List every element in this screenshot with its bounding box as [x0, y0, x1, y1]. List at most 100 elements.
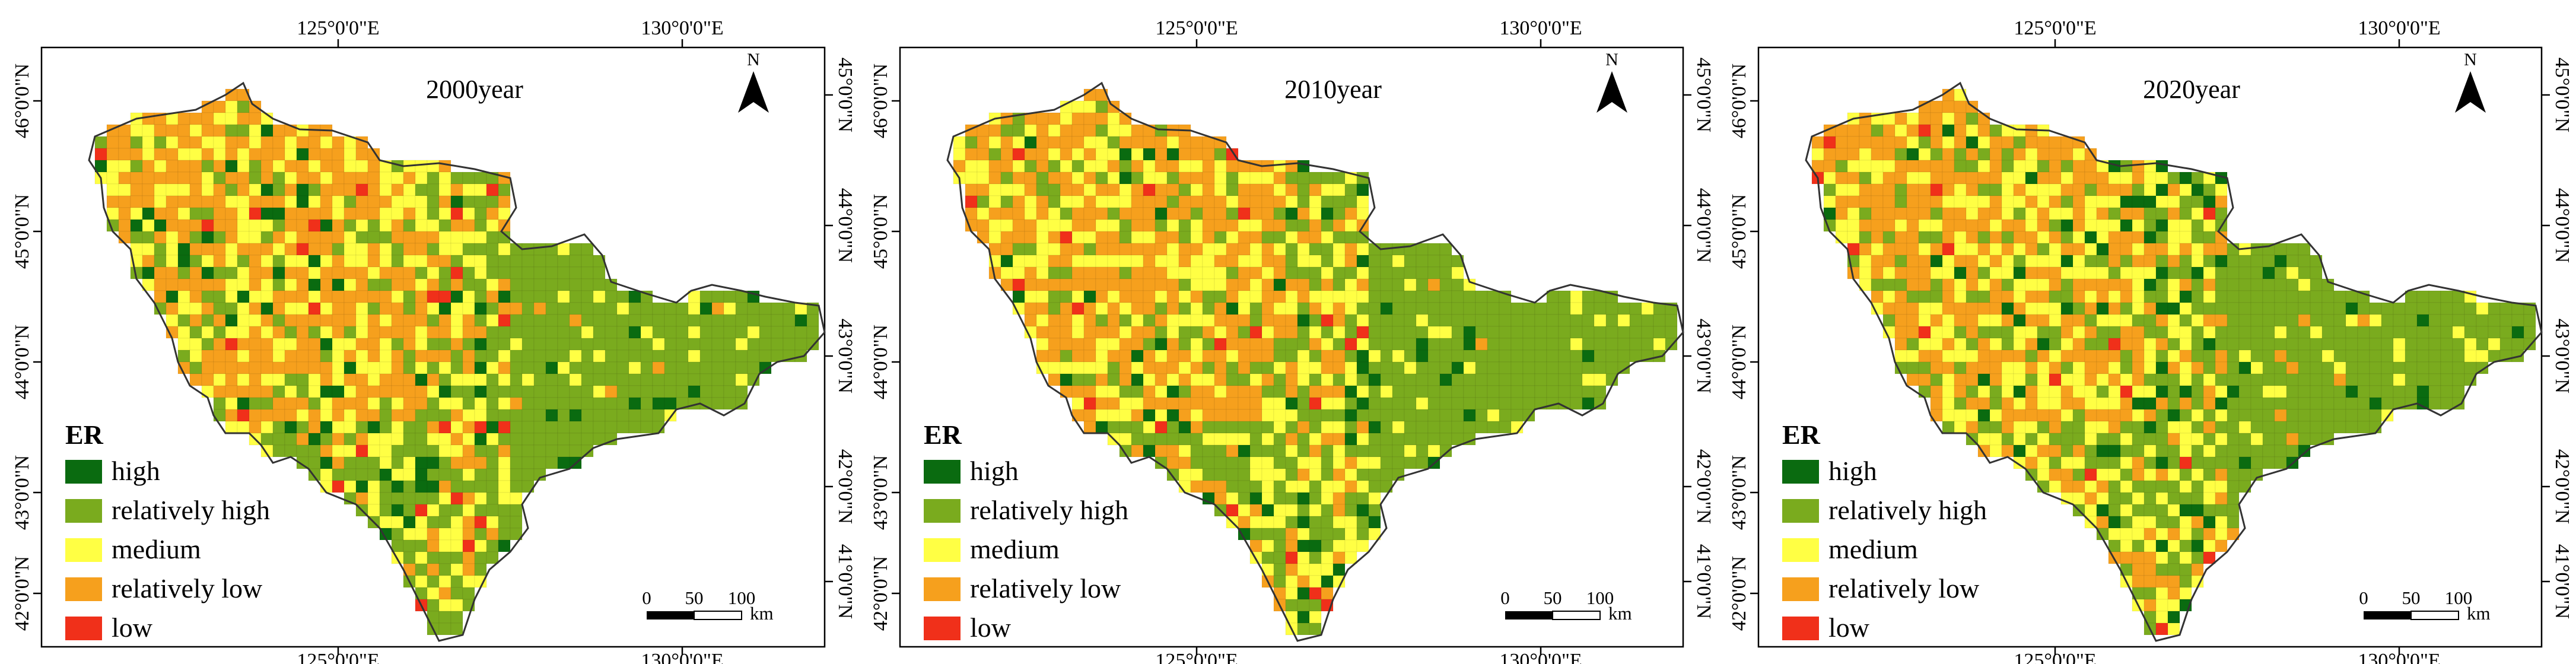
er-cell [1309, 338, 1322, 351]
er-cell [1918, 290, 1931, 303]
er-cell [272, 350, 285, 363]
er-cell [1071, 148, 1085, 161]
er-cell [237, 290, 250, 303]
er-cell [2179, 504, 2192, 517]
er-cell [1954, 148, 1967, 161]
er-cell [415, 326, 428, 339]
er-cell [723, 373, 736, 386]
er-cell [2405, 385, 2418, 398]
er-cell [711, 302, 724, 315]
er-cell [2096, 456, 2109, 469]
er-cell [2215, 421, 2228, 434]
er-cell [249, 124, 262, 137]
er-cell [1095, 266, 1108, 279]
er-cell [367, 350, 380, 363]
er-cell [747, 350, 760, 363]
er-cell [2179, 326, 2192, 339]
er-cell [2108, 243, 2121, 256]
er-cell [1989, 409, 2002, 422]
er-cell [1107, 171, 1120, 185]
er-cell [1835, 148, 1848, 161]
er-cell [2405, 350, 2418, 363]
er-cell [510, 266, 523, 279]
er-cell [1024, 171, 1037, 185]
er-cell [1882, 290, 1896, 303]
er-cell [1202, 207, 1215, 220]
er-cell [462, 255, 475, 268]
er-cell [2025, 385, 2038, 398]
er-cell [628, 350, 641, 363]
er-cell [2144, 231, 2157, 244]
er-cell [1273, 504, 1286, 517]
er-cell [628, 326, 641, 339]
er-cell [189, 278, 202, 291]
er-cell [154, 278, 167, 291]
right-latitude-label: 42°0'0"N [2551, 449, 2573, 524]
er-cell [2488, 314, 2501, 327]
er-cell [2227, 468, 2240, 481]
er-cell [1095, 243, 1108, 256]
er-cell [1048, 124, 1061, 137]
er-cell [1083, 124, 1096, 137]
er-cell [1060, 195, 1073, 208]
er-cell [1629, 338, 1642, 351]
er-cell [1083, 350, 1096, 363]
er-cell [1416, 326, 1429, 339]
er-cell [1942, 183, 1955, 196]
er-cell [1989, 433, 2002, 446]
er-cell [1119, 195, 1132, 208]
er-cell [1392, 409, 1405, 422]
er-cell [510, 326, 523, 339]
er-cell [1309, 622, 1322, 636]
er-cell [1404, 385, 1417, 398]
er-cell [1871, 266, 1884, 279]
er-cell [1309, 326, 1322, 339]
er-cell [1297, 350, 1310, 363]
er-cell [2167, 195, 2180, 208]
er-cell [260, 373, 273, 386]
er-cell [1989, 397, 2002, 410]
er-cell [1024, 243, 1037, 256]
er-cell [249, 409, 262, 422]
er-cell [438, 183, 451, 196]
er-cell [2001, 350, 2014, 363]
er-cell [332, 456, 345, 469]
er-cell [1309, 314, 1322, 327]
er-cell [1882, 171, 1896, 185]
er-cell [486, 231, 499, 244]
er-cell [2428, 350, 2441, 363]
er-cell [2298, 326, 2311, 339]
er-cell [450, 444, 463, 458]
er-cell [1918, 231, 1931, 244]
er-cell [1297, 171, 1310, 185]
er-cell [2001, 314, 2014, 327]
er-cell [1238, 231, 1251, 244]
er-cell [142, 195, 155, 208]
er-cell [1285, 563, 1298, 576]
er-cell [1594, 314, 1607, 327]
er-cell [1202, 468, 1215, 481]
er-cell [1321, 290, 1334, 303]
er-cell [177, 231, 190, 244]
er-cell [2132, 338, 2145, 351]
er-cell [450, 195, 463, 208]
er-cell [130, 148, 143, 161]
er-cell [521, 397, 535, 410]
er-cell [498, 326, 511, 339]
er-cell [2203, 409, 2216, 422]
er-cell [260, 219, 273, 232]
er-cell [1095, 373, 1108, 386]
legend-label: relatively high [1828, 495, 1987, 525]
er-cell [1847, 136, 1860, 149]
er-cell [1404, 326, 1417, 339]
er-cell [1036, 243, 1049, 256]
er-cell [1356, 290, 1369, 303]
er-cell [1226, 444, 1239, 458]
right-latitude-label: 45°0'0"N [834, 58, 856, 132]
er-cell [1261, 385, 1274, 398]
er-cell [1309, 587, 1322, 600]
er-cell [225, 302, 238, 315]
er-cell [2120, 409, 2133, 422]
er-cell [1930, 314, 1943, 327]
